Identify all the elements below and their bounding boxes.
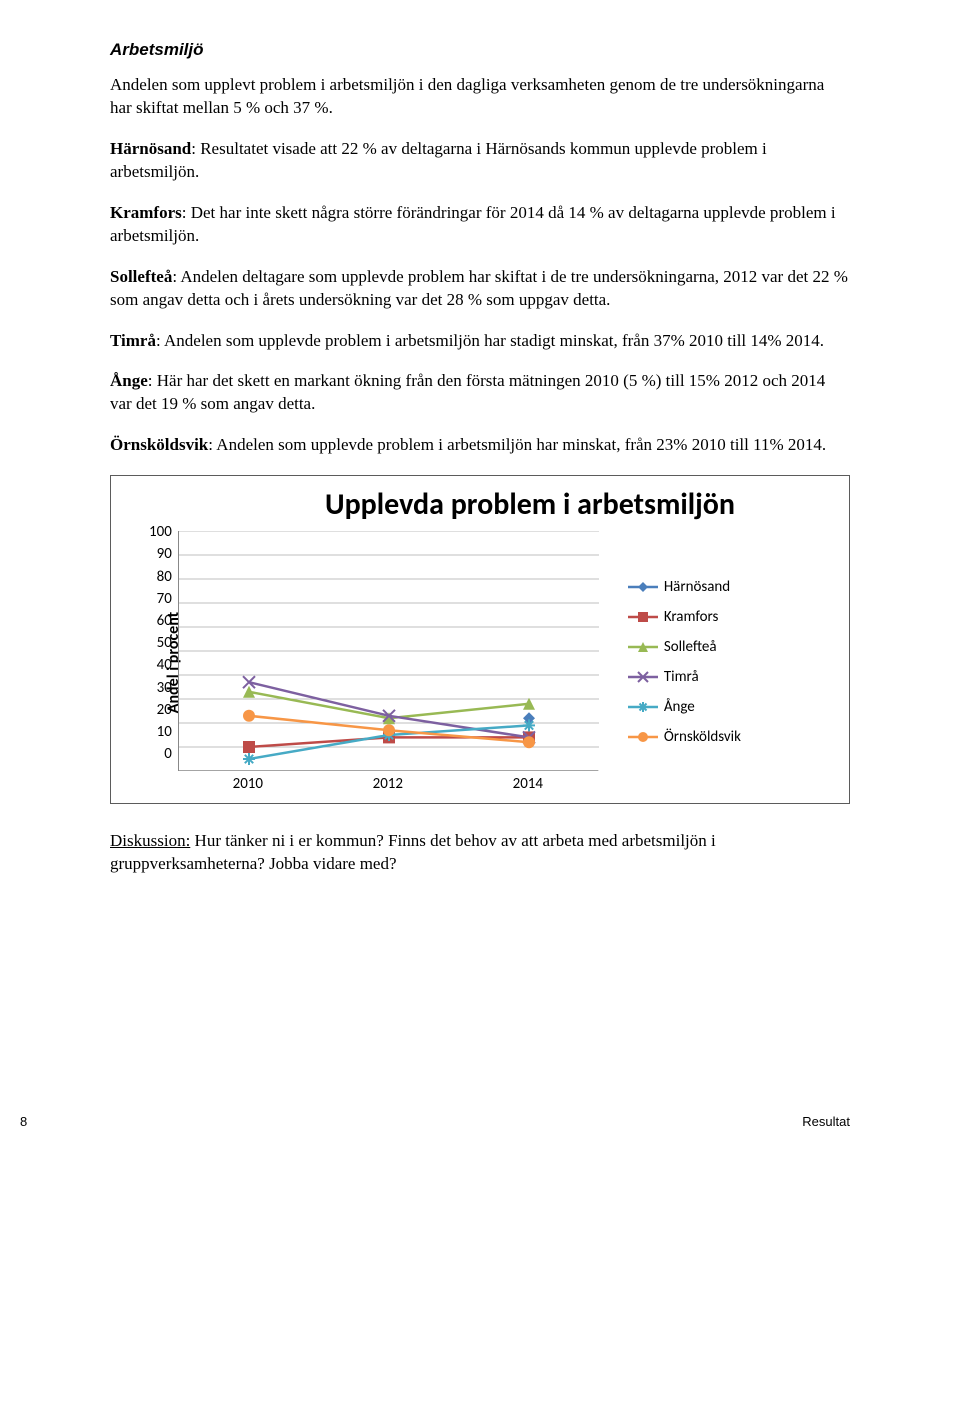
item-text: : Andelen som upplevde problem i arbetsm… — [156, 331, 824, 350]
item-kramfors: Kramfors: Det har inte skett några störr… — [110, 202, 850, 248]
chart-ytick: 80 — [157, 568, 172, 586]
legend-label: Timrå — [664, 668, 699, 686]
chart-ytick: 100 — [149, 523, 172, 541]
item-text: : Andelen som upplevde problem i arbetsm… — [208, 435, 826, 454]
item-ange: Ånge: Här har det skett en markant öknin… — [110, 370, 850, 416]
item-label: Ånge — [110, 371, 148, 390]
chart-ytick: 90 — [157, 545, 172, 563]
legend-swatch — [628, 580, 658, 594]
legend-label: Örnsköldsvik — [664, 728, 741, 746]
item-harnosand: Härnösand: Resultatet visade att 22 % av… — [110, 138, 850, 184]
chart-xtick: 2012 — [373, 775, 403, 793]
chart-ytick: 70 — [157, 590, 172, 608]
legend-label: Sollefteå — [664, 638, 717, 656]
item-text: : Andelen deltagare som upplevde problem… — [110, 267, 848, 309]
item-label: Kramfors — [110, 203, 182, 222]
legend-label: Ånge — [664, 698, 695, 716]
intro-paragraph: Andelen som upplevt problem i arbetsmilj… — [110, 74, 850, 120]
item-label: Sollefteå — [110, 267, 172, 286]
legend-item: Ånge — [628, 698, 741, 716]
section-heading: Arbetsmiljö — [110, 40, 850, 60]
legend-item: Timrå — [628, 668, 741, 686]
page-footer: 8 Resultat — [0, 1104, 960, 1149]
chart-title: Upplevda problem i arbetsmiljön — [223, 486, 837, 523]
discussion-paragraph: Diskussion: Hur tänker ni i er kommun? F… — [110, 830, 850, 876]
chart-xtick: 2010 — [233, 775, 263, 793]
legend-item: Härnösand — [628, 578, 741, 596]
item-timra: Timrå: Andelen som upplevde problem i ar… — [110, 330, 850, 353]
footer-section: Resultat — [802, 1114, 850, 1129]
chart-ylabel-wrap: Andel i procent — [123, 531, 149, 793]
legend-swatch — [628, 610, 658, 624]
item-text: : Resultatet visade att 22 % av deltagar… — [110, 139, 767, 181]
item-label: Örnsköldsvik — [110, 435, 208, 454]
chart-svg — [179, 531, 599, 771]
legend-label: Härnösand — [664, 578, 730, 596]
chart-container: Upplevda problem i arbetsmiljön Andel i … — [110, 475, 850, 804]
item-text: : Det har inte skett några större föränd… — [110, 203, 836, 245]
legend-item: Sollefteå — [628, 638, 741, 656]
chart-legend: Härnösand Kramfors Sollefteå Timrå Ånge Örnsk… — [628, 531, 741, 793]
chart-xticks: 2010 2012 2014 — [178, 775, 598, 793]
chart-xtick: 2014 — [513, 775, 543, 793]
legend-item: Örnsköldsvik — [628, 728, 741, 746]
legend-swatch — [628, 700, 658, 714]
legend-swatch — [628, 640, 658, 654]
footer-page-number: 8 — [20, 1114, 27, 1129]
item-ornskoldsvik: Örnsköldsvik: Andelen som upplevde probl… — [110, 434, 850, 457]
item-label: Härnösand — [110, 139, 191, 158]
chart-plot-area — [178, 531, 598, 771]
chart-ytick: 0 — [164, 745, 172, 763]
legend-label: Kramfors — [664, 608, 719, 626]
legend-item: Kramfors — [628, 608, 741, 626]
item-label: Timrå — [110, 331, 156, 350]
item-solleftea: Sollefteå: Andelen deltagare som upplevd… — [110, 266, 850, 312]
legend-swatch — [628, 670, 658, 684]
legend-swatch — [628, 730, 658, 744]
discussion-text: Hur tänker ni i er kommun? Finns det beh… — [110, 831, 716, 873]
discussion-label: Diskussion: — [110, 831, 190, 850]
chart-ytick: 10 — [157, 723, 172, 741]
item-text: : Här har det skett en markant ökning fr… — [110, 371, 825, 413]
